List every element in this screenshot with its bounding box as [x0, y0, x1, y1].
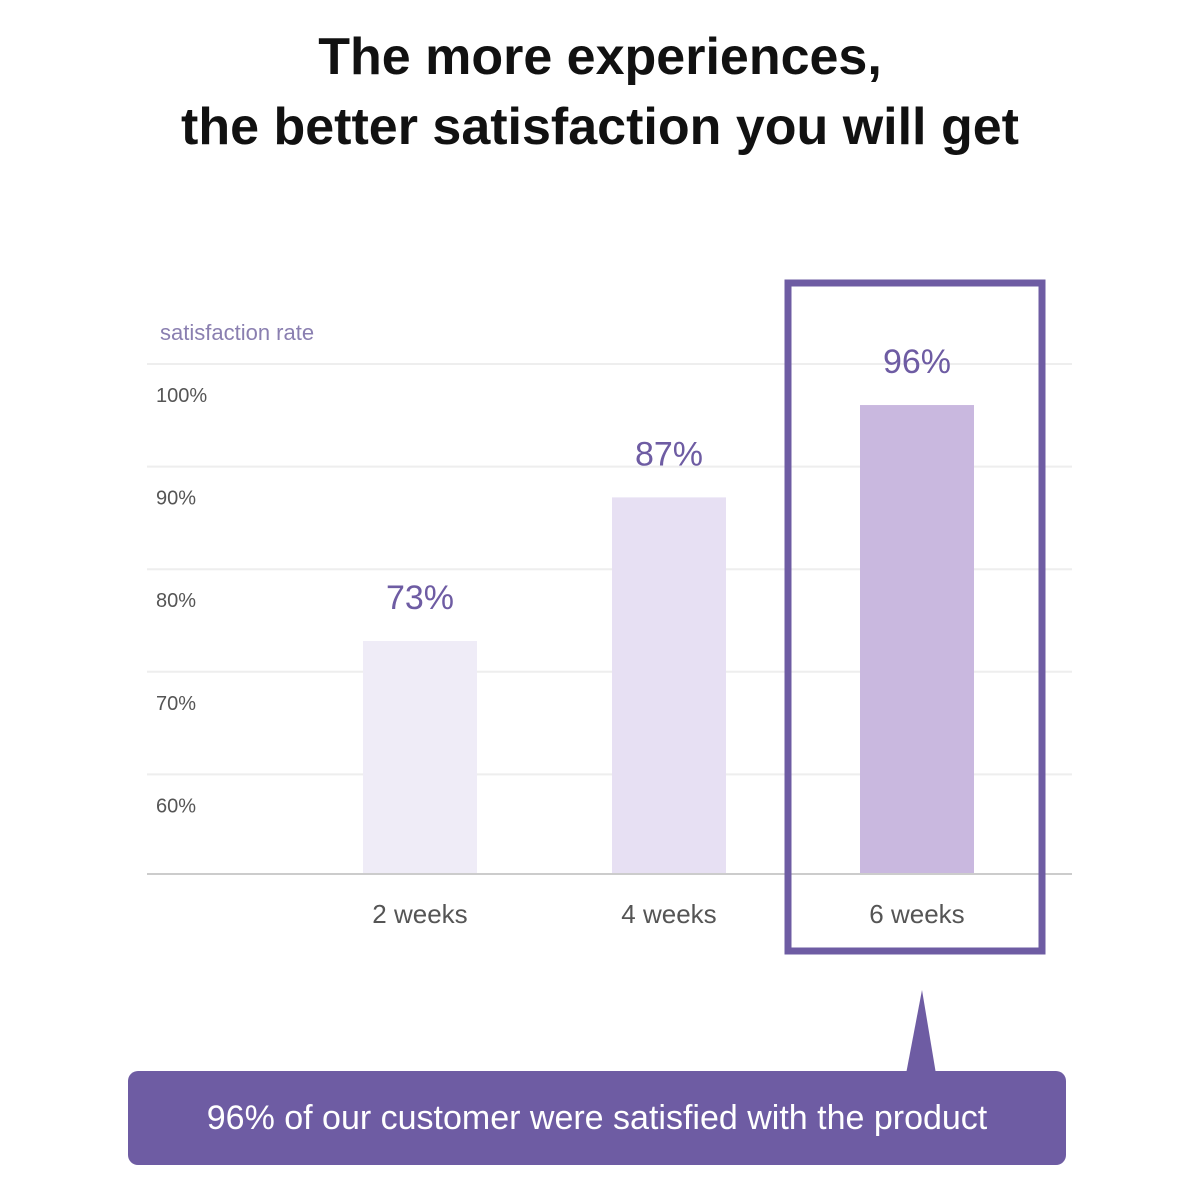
chart-title: The more experiences, the better satisfa… — [0, 22, 1200, 162]
data-label: 87% — [635, 435, 703, 473]
callout-box: 96% of our customer were satisfied with … — [128, 1071, 1066, 1165]
x-tick-label: 2 weeks — [372, 899, 467, 929]
highlight-frame — [784, 279, 1046, 955]
bar — [363, 641, 477, 874]
y-tick-label: 70% — [156, 693, 196, 715]
bar — [612, 497, 726, 874]
y-axis-label: satisfaction rate — [160, 320, 314, 345]
callout-text: 96% of our customer were satisfied with … — [206, 1099, 988, 1137]
title-line-1: The more experiences, — [318, 28, 882, 86]
bar — [860, 405, 974, 874]
y-tick-label: 60% — [156, 795, 196, 817]
data-label: 73% — [386, 579, 454, 617]
data-label: 96% — [883, 343, 951, 381]
title-line-2: the better satisfaction you will get — [181, 98, 1019, 156]
y-tick-label: 80% — [156, 590, 196, 612]
x-tick-label: 6 weeks — [869, 899, 964, 929]
y-tick-label: 90% — [156, 488, 196, 510]
y-tick-label: 100% — [156, 385, 207, 407]
x-tick-label: 4 weeks — [621, 899, 716, 929]
